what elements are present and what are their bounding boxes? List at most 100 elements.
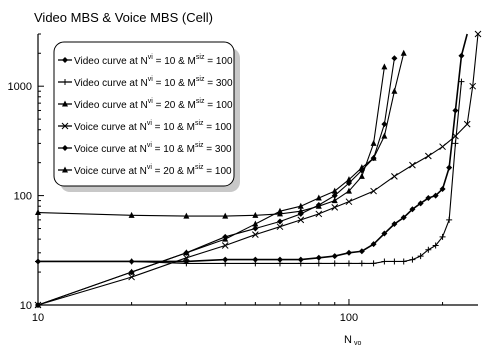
x-axis-label-main: N	[344, 334, 352, 346]
x-tick-label: 100	[340, 312, 358, 324]
legend-marker	[62, 145, 68, 151]
data-point	[391, 87, 398, 94]
data-point	[345, 260, 352, 267]
data-point	[252, 220, 259, 227]
data-point	[409, 161, 416, 169]
legend-marker	[62, 57, 68, 63]
data-point	[35, 301, 41, 308]
data-point	[252, 211, 259, 218]
data-point	[400, 214, 407, 221]
data-point	[417, 253, 424, 260]
data-point	[222, 256, 229, 263]
data-point	[276, 207, 283, 214]
data-point	[381, 132, 388, 139]
data-point	[222, 212, 229, 219]
data-point	[331, 253, 338, 260]
data-point	[458, 78, 465, 85]
data-point	[381, 230, 388, 237]
data-point	[331, 187, 338, 194]
data-point	[331, 260, 338, 267]
data-point	[183, 212, 190, 219]
data-point	[474, 30, 482, 38]
data-point	[358, 164, 365, 171]
data-point	[439, 233, 446, 240]
legend-item-label: Video curve at Nvi = 20 & Msiz = 100	[74, 98, 233, 111]
data-point	[381, 63, 388, 70]
data-point	[409, 256, 416, 263]
data-point	[331, 204, 339, 211]
data-point	[391, 221, 398, 228]
data-point	[439, 185, 446, 192]
legend: Video curve at Nvi = 10 & Msiz = 100 Vide…	[53, 41, 240, 192]
data-point	[128, 211, 135, 218]
data-point	[391, 258, 398, 265]
data-point	[391, 55, 398, 62]
data-point	[128, 273, 135, 281]
data-point	[345, 176, 352, 183]
data-point	[469, 82, 477, 90]
data-point	[128, 258, 135, 265]
ticks-group: 10 100 1000 10 100	[8, 33, 444, 324]
y-tick-label: 10	[20, 300, 32, 312]
data-point	[358, 260, 365, 267]
data-point	[252, 225, 259, 232]
x-axis-label: N vo	[344, 334, 362, 347]
legend-marker	[61, 122, 69, 130]
data-point	[345, 187, 352, 194]
data-point	[128, 268, 135, 275]
data-point	[222, 235, 229, 242]
data-point	[315, 202, 322, 209]
data-point	[297, 256, 304, 263]
data-point	[432, 192, 439, 199]
data-point	[276, 260, 283, 267]
data-point	[452, 132, 459, 140]
legend-marker	[62, 100, 68, 107]
data-point	[391, 172, 398, 180]
data-point	[424, 152, 432, 160]
legend-marker	[62, 166, 68, 173]
legend-box	[53, 41, 235, 187]
data-point	[439, 143, 446, 151]
data-point	[315, 194, 322, 201]
x-tick-label: 10	[32, 312, 44, 324]
data-point	[458, 52, 465, 59]
data-point	[297, 260, 304, 267]
data-point	[183, 249, 190, 256]
data-point	[370, 139, 377, 146]
data-point	[463, 120, 471, 128]
data-point	[409, 206, 416, 213]
legend-item-label: Voice curve at Nvi = 20 & Msiz = 100	[74, 164, 232, 177]
y-tick-label: 100	[14, 191, 32, 203]
legend-item-label: Voice curve at Nvi = 10 & Msiz = 300	[74, 142, 232, 155]
chart-title: Video MBS & Voice MBS (Cell)	[34, 10, 213, 25]
x-axis-label-sub: vo	[354, 340, 362, 347]
data-point	[315, 210, 323, 218]
legend-item-label: Voice curve at Nvi = 10 & Msiz = 100	[74, 120, 232, 133]
y-tick-label: 1000	[8, 81, 32, 93]
data-point	[452, 140, 459, 147]
data-point	[370, 260, 377, 267]
data-point	[358, 248, 365, 255]
data-point	[276, 223, 284, 231]
data-point	[297, 207, 304, 214]
data-point	[297, 202, 304, 209]
series-markers	[34, 30, 482, 309]
data-point	[400, 49, 407, 56]
data-point	[446, 164, 453, 171]
data-point	[345, 249, 352, 256]
data-point	[222, 260, 229, 267]
data-point	[370, 187, 377, 195]
data-point	[221, 242, 229, 249]
data-point	[252, 260, 259, 267]
data-point	[417, 200, 424, 207]
legend-item-label: Video curve at Nvi = 10 & Msiz = 300	[74, 76, 233, 89]
data-point	[276, 256, 283, 263]
data-point	[297, 210, 304, 217]
legend-item-label: Video curve at Nvi = 10 & Msiz = 100	[74, 54, 233, 67]
data-point	[400, 258, 407, 265]
series-line	[38, 33, 468, 263]
data-point	[35, 258, 41, 265]
data-point	[315, 254, 322, 261]
data-point	[183, 254, 190, 262]
data-point	[276, 218, 283, 225]
